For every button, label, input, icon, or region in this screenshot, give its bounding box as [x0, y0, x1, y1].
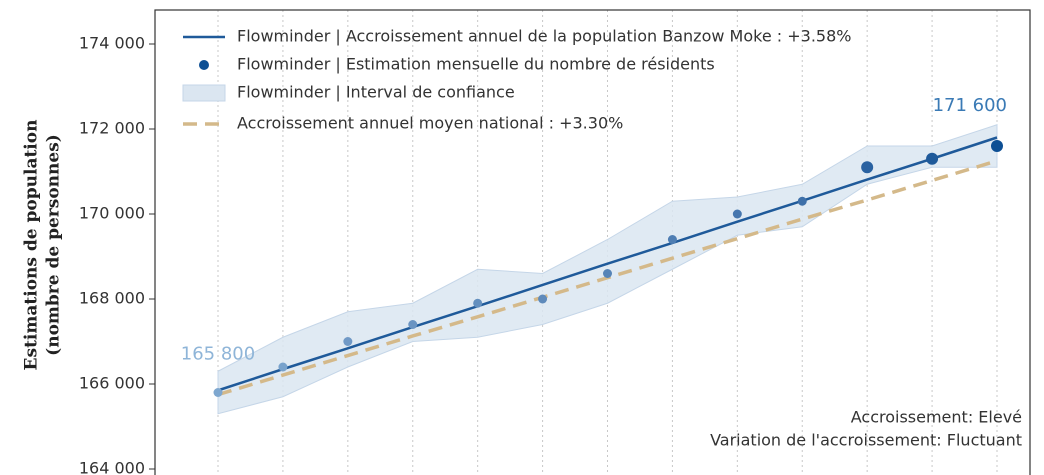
trend-line	[217, 136, 998, 392]
data-point	[278, 362, 288, 372]
y-tick-label: 174 000	[79, 34, 145, 53]
y-axis-title-line: (nombre de personnes)	[44, 134, 64, 356]
y-tick-label: 168 000	[79, 289, 145, 308]
legend-handle	[182, 84, 226, 102]
data-point	[213, 388, 223, 397]
data-point	[343, 337, 353, 346]
data-point	[797, 196, 807, 206]
data-point	[473, 298, 483, 308]
plot-frame	[154, 9, 1031, 475]
annotation: Accroissement: Elevé	[851, 408, 1022, 427]
data-point	[667, 235, 677, 244]
data-point	[538, 294, 548, 304]
data-label: 165 800	[181, 344, 255, 365]
data-label: 171 600	[933, 95, 1007, 116]
data-point	[926, 152, 939, 165]
data-point	[861, 161, 874, 174]
data-point	[603, 269, 612, 278]
y-tick-label: 172 000	[79, 119, 145, 138]
legend-handle	[199, 60, 209, 70]
legend-label: Accroissement annuel moyen national : +3…	[237, 114, 623, 133]
y-axis-title: Estimations de population (nombre de per…	[22, 120, 64, 371]
legend-label: Flowminder | Estimation mensuelle du nom…	[237, 55, 715, 74]
data-point	[732, 209, 742, 219]
data-point	[991, 140, 1003, 152]
y-tick-label: 166 000	[79, 374, 145, 393]
legend-label: Flowminder | Interval de confiance	[237, 83, 515, 102]
legend-label: Flowminder | Accroissement annuel de la …	[237, 27, 851, 46]
y-tick-label: 164 000	[79, 459, 145, 475]
y-axis-title-line: Estimations de population	[22, 120, 42, 371]
y-tick-label: 170 000	[79, 204, 145, 223]
annotation: Variation de l'accroissement: Fluctuant	[710, 431, 1022, 450]
data-point	[408, 320, 418, 329]
